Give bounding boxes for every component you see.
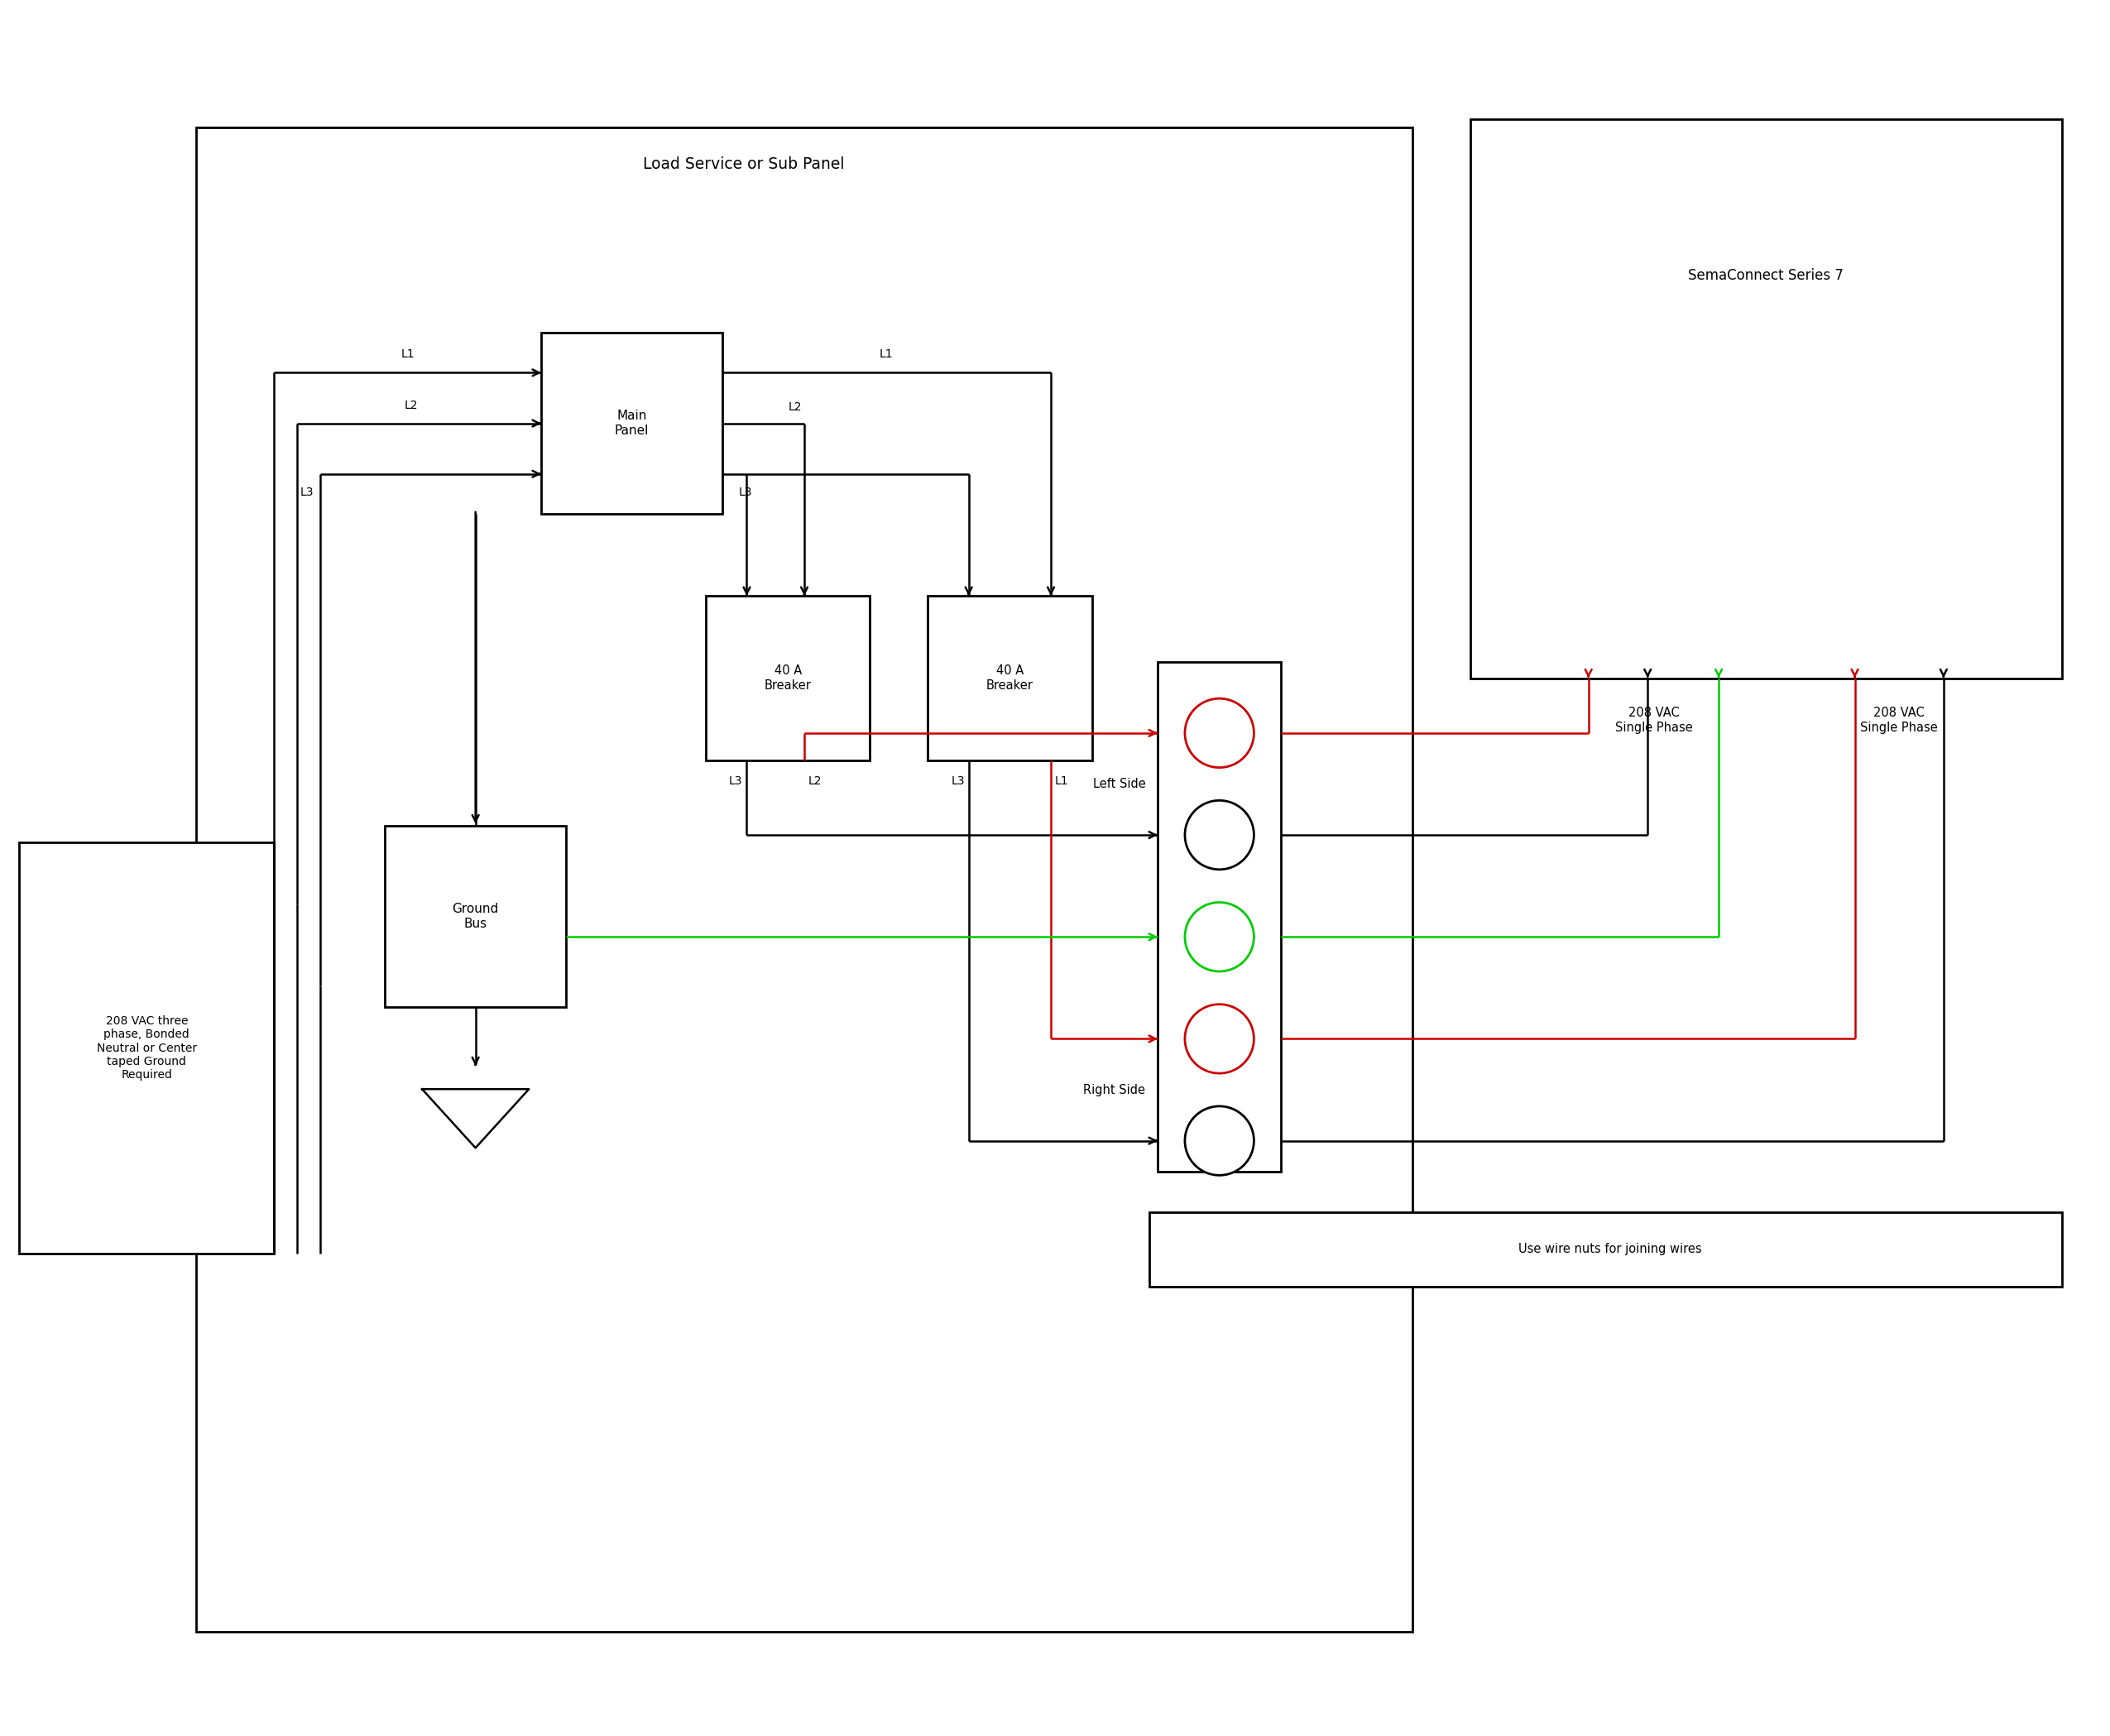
Text: 208 VAC
Single Phase: 208 VAC Single Phase (1614, 707, 1692, 734)
Text: Load Service or Sub Panel: Load Service or Sub Panel (644, 156, 844, 172)
Bar (196, 127, 1412, 1632)
Text: Use wire nuts for joining wires: Use wire nuts for joining wires (1517, 1243, 1701, 1255)
Text: 208 VAC three
phase, Bonded
Neutral or Center
taped Ground
Required: 208 VAC three phase, Bonded Neutral or C… (97, 1016, 196, 1080)
Text: L1: L1 (401, 349, 414, 361)
Bar (705, 595, 869, 760)
Circle shape (1186, 1106, 1253, 1175)
Bar (1471, 120, 2061, 679)
Text: L3: L3 (738, 486, 751, 498)
Circle shape (1186, 698, 1253, 767)
Text: L3: L3 (300, 486, 314, 498)
Text: Ground
Bus: Ground Bus (452, 903, 498, 930)
Text: Left Side: Left Side (1093, 778, 1146, 790)
Text: 208 VAC
Single Phase: 208 VAC Single Phase (1861, 707, 1937, 734)
Text: 40 A
Breaker: 40 A Breaker (764, 665, 812, 691)
Bar (386, 826, 565, 1007)
Text: Right Side: Right Side (1082, 1083, 1146, 1095)
Bar (542, 333, 722, 514)
Bar (928, 595, 1093, 760)
Circle shape (1186, 800, 1253, 870)
Text: L1: L1 (1055, 774, 1070, 786)
Circle shape (1186, 1005, 1253, 1073)
Text: L1: L1 (880, 349, 893, 361)
Text: L2: L2 (405, 399, 418, 411)
Bar (1158, 661, 1281, 1172)
Bar (19, 842, 274, 1253)
Text: Main
Panel: Main Panel (614, 410, 648, 437)
Circle shape (1186, 903, 1253, 972)
Text: 40 A
Breaker: 40 A Breaker (985, 665, 1034, 691)
Bar (1150, 1212, 2061, 1286)
Text: L3: L3 (952, 774, 964, 786)
Text: L2: L2 (787, 401, 802, 413)
Text: L2: L2 (808, 774, 823, 786)
Text: SemaConnect Series 7: SemaConnect Series 7 (1688, 269, 1844, 283)
Text: L3: L3 (728, 774, 743, 786)
